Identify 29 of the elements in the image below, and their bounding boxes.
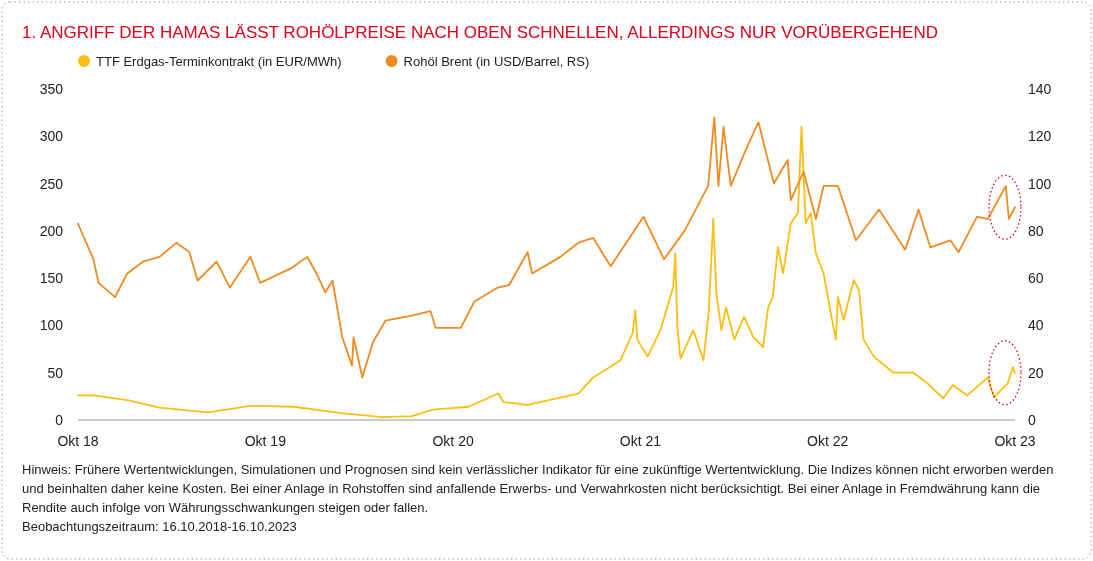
x-tick-label: Okt 22 xyxy=(807,433,849,449)
y2-tick-label: 120 xyxy=(1028,128,1052,145)
line-series xyxy=(77,116,1016,379)
y2-tick-label: 80 xyxy=(1028,222,1044,239)
y-tick-label: 250 xyxy=(39,175,64,192)
y2-tick-label: 0 xyxy=(1028,412,1036,428)
legend-label: TTF Erdgas-Terminkontrakt (in EUR/MWh) xyxy=(96,54,342,69)
legend-label: Rohöl Brent (in USD/Barrel, RS) xyxy=(403,54,590,69)
text: Hinweis: Frühere Wertentwicklungen, Simulationen und Prognosen sind kein verlässlicher Indikator für eine zukünftige Wertentwicklung. Die Indizes können nicht erworben werden und beinhalten daher keine Kosten. Bei einer Anlage in Rohstoffen sind anfallende Erwerbs- und Verwahrkosten nicht berücksichtigt. Bei einer Anlage in Fremdwährung kann die Rendite auch infolge von Währungsschwankungen steigen oder fallen. xyxy=(22,462,1054,515)
line-series xyxy=(77,125,1016,419)
x-tick-label: Okt 20 xyxy=(432,433,474,449)
y-tick-label: 150 xyxy=(39,270,64,287)
text: Beobachtungszeitraum: 16.10.2018-16.10.2023 xyxy=(22,519,297,534)
y-tick-label: 300 xyxy=(39,128,64,145)
y-tick-label: 200 xyxy=(39,222,64,239)
x-tick-label: Okt 21 xyxy=(619,433,662,449)
x-tick-label: Okt 23 xyxy=(994,433,1036,449)
chart-title: 1. ANGRIFF DER HAMAS LÄSST ROHÖLPREISE NACH OBEN SCHNELLEN, ALLERDINGS NUR VORÜBERGEHEND xyxy=(22,23,939,42)
y2-tick-label: 20 xyxy=(1028,364,1044,381)
y-tick-label: 100 xyxy=(39,317,64,334)
x-tick-label: Okt 19 xyxy=(244,433,287,449)
y2-tick-label: 100 xyxy=(1028,175,1052,192)
y2-tick-label: 40 xyxy=(1028,317,1044,334)
y2-tick-label: 140 xyxy=(1028,81,1052,97)
y2-tick-label: 60 xyxy=(1028,270,1044,287)
x-tick-label: Okt 18 xyxy=(57,433,99,449)
y-tick-label: 0 xyxy=(55,412,64,428)
y-tick-label: 350 xyxy=(39,81,64,97)
y-tick-label: 50 xyxy=(47,364,64,381)
